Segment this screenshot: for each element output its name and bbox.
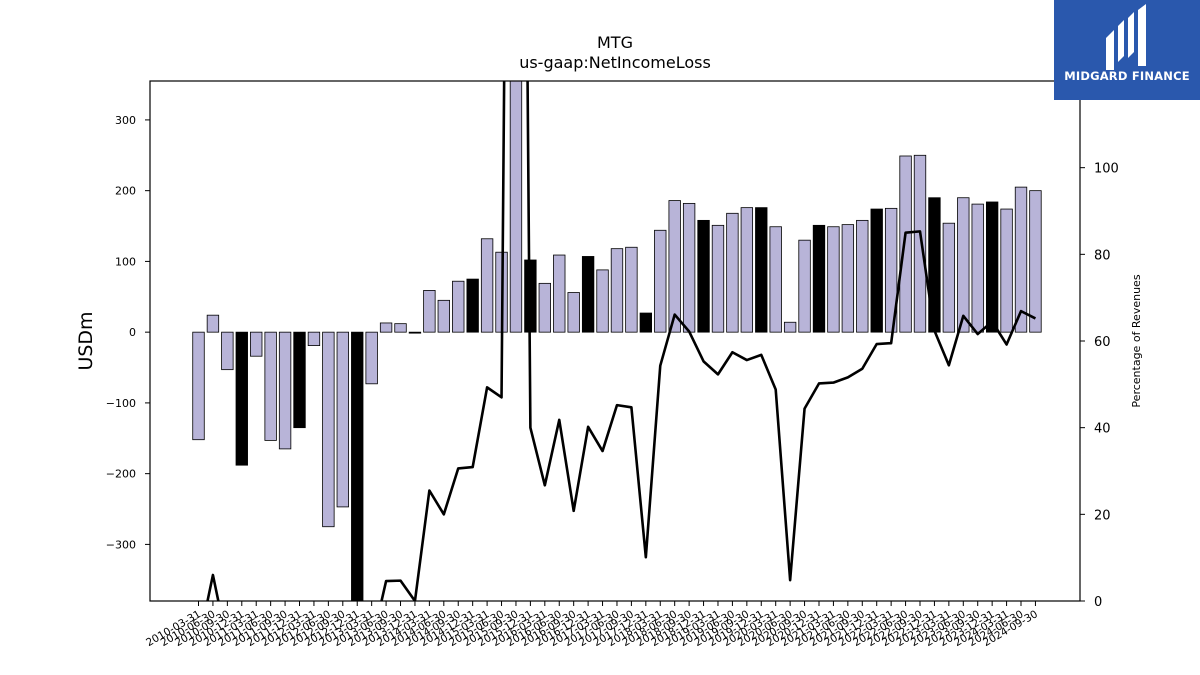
- bar-2014-12-31: [466, 278, 479, 333]
- logo-mark-icon: [1106, 4, 1146, 70]
- bar-2017-09-30: [625, 246, 638, 333]
- logo-badge: [1054, 0, 1200, 100]
- bar-2017-03-31: [596, 269, 609, 333]
- bar-2017-12-31: [639, 312, 652, 333]
- y-tick-label: 300: [115, 114, 136, 127]
- bar-2019-03-31: [711, 224, 725, 333]
- brand-logo: MIDGARD FINANCE: [1054, 0, 1200, 100]
- bar-2020-06-30: [783, 321, 797, 333]
- bar-2014-03-31: [423, 290, 436, 333]
- y-tick-label: 100: [115, 255, 136, 268]
- y2-tick-label: 20: [1094, 508, 1111, 523]
- bar-2018-03-31: [654, 229, 667, 333]
- chart-title: MTG: [597, 33, 633, 52]
- bar-2018-12-31: [697, 219, 710, 333]
- bar-2017-06-30: [610, 248, 624, 333]
- bar-2023-06-30: [957, 197, 970, 333]
- bar-2012-09-30: [336, 331, 349, 508]
- bars-layer: [192, 81, 1042, 601]
- bar-2015-03-31: [480, 238, 494, 333]
- y2-tick-label: 80: [1094, 248, 1111, 263]
- y2-axis-label: Percentage of Revenues: [1130, 274, 1143, 407]
- bar-2013-12-31: [408, 331, 422, 334]
- y2-tick-label: 100: [1094, 162, 1119, 177]
- bar-2023-03-31: [942, 222, 956, 333]
- bar-2024-06-30: [1014, 186, 1028, 333]
- bar-2010-12-31: [235, 331, 248, 466]
- bar-2018-09-30: [682, 202, 696, 333]
- bar-2010-03-31: [192, 331, 205, 441]
- bar-2021-12-31: [870, 208, 883, 333]
- axes-layer: −300−200−10001002003000204060801002010-0…: [106, 80, 1119, 649]
- bar-2016-03-31: [538, 282, 551, 333]
- bar-2023-09-30: [971, 203, 984, 333]
- bar-2010-06-30: [206, 314, 220, 333]
- y2-tick-label: 0: [1094, 595, 1102, 610]
- bar-2013-03-31: [365, 331, 378, 385]
- bar-2021-06-30: [841, 224, 855, 333]
- bar-2019-06-30: [726, 212, 739, 333]
- line-layer: [206, 81, 1037, 601]
- bar-2013-06-30: [379, 322, 393, 333]
- bar-2010-09-30: [221, 331, 234, 371]
- bar-2021-09-30: [856, 219, 869, 333]
- y-tick-label: 200: [115, 185, 136, 198]
- y-tick-label: −100: [106, 397, 136, 410]
- bar-2018-06-30: [668, 200, 681, 333]
- bar-2022-12-31: [928, 197, 941, 333]
- bar-2012-12-31: [351, 331, 364, 601]
- logo-background: [1054, 0, 1200, 100]
- bar-2022-03-31: [884, 207, 898, 333]
- bar-2014-06-30: [437, 299, 450, 333]
- chart-subtitle: us-gaap:NetIncomeLoss: [519, 53, 711, 72]
- y-axis-label: USDm: [75, 311, 97, 370]
- bar-2023-12-31: [985, 201, 999, 333]
- bar-2011-03-31: [250, 331, 263, 357]
- bar-2012-03-31: [307, 331, 321, 347]
- bar-2020-12-31: [812, 224, 826, 333]
- bar-2011-12-31: [293, 331, 306, 429]
- bar-2024-09-30: [1029, 190, 1042, 333]
- y-tick-label: 0: [129, 326, 136, 339]
- bar-2012-06-30: [322, 331, 335, 528]
- bar-2011-06-30: [264, 331, 277, 441]
- bar-2020-09-30: [798, 239, 811, 333]
- bar-2022-06-30: [899, 155, 912, 333]
- bar-2021-03-31: [827, 226, 840, 333]
- y-tick-label: −200: [106, 468, 136, 481]
- bar-2014-09-30: [452, 280, 465, 333]
- bar-2013-09-30: [394, 323, 407, 333]
- y-tick-label: −300: [106, 538, 136, 551]
- bar-2020-03-31: [769, 226, 782, 333]
- bar-2016-06-30: [553, 254, 566, 333]
- bar-2022-09-30: [913, 154, 927, 333]
- bar-2011-09-30: [278, 331, 292, 450]
- bar-2016-12-31: [581, 256, 595, 333]
- bar-2016-09-30: [567, 292, 580, 333]
- y2-tick-label: 60: [1094, 335, 1111, 350]
- brand-name: MIDGARD FINANCE: [1064, 69, 1190, 83]
- bar-2019-09-30: [740, 207, 754, 333]
- bar-2019-12-31: [755, 207, 768, 333]
- y2-tick-label: 40: [1094, 422, 1111, 437]
- bar-2024-03-31: [1000, 208, 1013, 333]
- percentage-line: [206, 81, 1037, 601]
- bar-2015-09-30: [509, 81, 523, 333]
